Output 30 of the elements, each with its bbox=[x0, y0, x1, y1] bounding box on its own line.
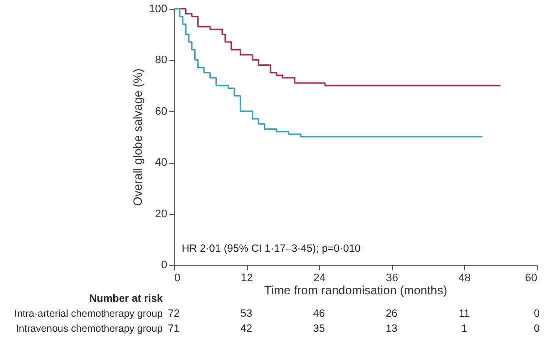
text: 72 bbox=[168, 308, 180, 320]
text: Intravenous chemotherapy group bbox=[16, 324, 164, 335]
text: Intra-arterial chemotherapy group bbox=[14, 309, 164, 320]
y-tick-label: 40 bbox=[155, 157, 168, 170]
y-tick-label: 20 bbox=[155, 208, 168, 220]
text: 71 bbox=[168, 323, 180, 335]
x-tick-label: 12 bbox=[240, 272, 254, 284]
y-tick-label: 0 bbox=[161, 260, 168, 272]
y-tick-label: 100 bbox=[149, 4, 168, 16]
text: 46 bbox=[313, 308, 326, 320]
x-axis-title: Time from randomisation (months) bbox=[264, 284, 448, 298]
text: 13 bbox=[386, 323, 398, 335]
x-tick-label: 0 bbox=[174, 272, 181, 284]
annotation: HR 2·01 (95% CI 1·17–3·45); p=0·010 bbox=[182, 243, 362, 255]
x-tick-label: 48 bbox=[458, 272, 472, 284]
y-tick-label: 80 bbox=[155, 54, 168, 67]
text: 0 bbox=[534, 308, 540, 320]
text: 1 bbox=[461, 323, 468, 335]
text: 0 bbox=[534, 323, 540, 335]
x-tick-label: 60 bbox=[525, 272, 538, 284]
x-tick-label: 36 bbox=[386, 272, 398, 284]
text: 42 bbox=[240, 323, 253, 335]
text: 35 bbox=[313, 323, 326, 335]
x-tick-label: 24 bbox=[314, 272, 326, 284]
text: 53 bbox=[240, 308, 253, 320]
text: 26 bbox=[386, 308, 398, 320]
text: Number at risk bbox=[89, 293, 164, 305]
text: 11 bbox=[458, 308, 470, 320]
y-axis-title: Overall globe salvage (%) bbox=[131, 68, 146, 206]
y-tick-label: 60 bbox=[155, 106, 168, 118]
